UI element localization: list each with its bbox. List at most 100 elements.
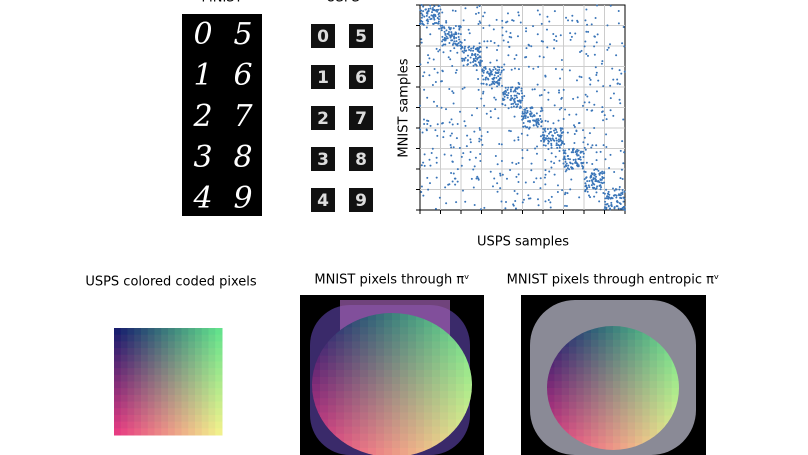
coupling-dot	[536, 83, 539, 86]
pixel	[215, 428, 223, 436]
pixel	[591, 422, 599, 430]
pixel	[432, 426, 441, 435]
coupling-dot	[459, 110, 462, 113]
coupling-dot	[454, 183, 457, 186]
coupling-dot	[547, 137, 550, 140]
coupling-dot	[478, 55, 481, 58]
coupling-dot	[586, 23, 589, 26]
pixel	[344, 355, 353, 364]
pixel	[195, 388, 203, 396]
coupling-dot	[438, 12, 441, 15]
coupling-dot	[555, 142, 558, 145]
pixel	[448, 412, 457, 420]
coupling-dot	[511, 161, 514, 164]
pixel	[134, 408, 142, 416]
coupling-dot	[618, 188, 621, 191]
pixel	[620, 381, 629, 389]
coupling-dot	[446, 37, 449, 40]
coupling-dot	[482, 78, 485, 81]
coupling-dot	[481, 70, 484, 73]
coupling-dot	[517, 136, 520, 139]
coupling-dot	[623, 208, 626, 211]
coupling-dot	[563, 155, 566, 158]
pixel	[583, 429, 592, 437]
pixel	[416, 320, 425, 328]
coupling-dot	[431, 11, 434, 14]
coupling-dot	[444, 33, 447, 36]
pixel	[161, 354, 169, 362]
coupling-dot	[507, 41, 510, 44]
coupling-dot	[463, 39, 466, 42]
coupling-dot	[419, 104, 422, 107]
pixel	[208, 408, 216, 416]
pixel	[591, 436, 599, 444]
coupling-dot	[509, 98, 512, 101]
coupling-dot	[518, 83, 521, 86]
coupling-dot	[442, 26, 445, 29]
pixel	[384, 334, 393, 342]
coupling-dot	[422, 10, 425, 13]
coupling-dot	[561, 141, 564, 144]
coupling-dot	[623, 151, 626, 154]
pixel	[328, 376, 337, 385]
pixel	[141, 381, 149, 389]
coupling-dot	[474, 48, 477, 51]
coupling-dot	[558, 108, 561, 111]
pixel	[620, 443, 629, 450]
coupling-dot	[539, 135, 542, 138]
coupling-dot	[622, 162, 625, 165]
pixel	[181, 421, 189, 429]
pixel	[161, 341, 169, 349]
pixel	[141, 361, 149, 369]
coupling-dot	[563, 193, 566, 196]
coupling-dot	[530, 169, 533, 172]
coupling-dot	[623, 197, 626, 200]
coupling-dot	[468, 158, 471, 161]
pixel	[635, 339, 643, 348]
coupling-dot	[479, 208, 482, 211]
pixel	[328, 412, 337, 420]
pixel	[408, 419, 417, 428]
pixel	[448, 362, 457, 371]
coupling-dot	[482, 71, 485, 74]
coupling-dot	[550, 130, 553, 133]
coupling-dot	[554, 68, 557, 71]
coupling-dot	[440, 29, 443, 32]
pixel	[336, 334, 345, 342]
coupling-dot	[463, 120, 466, 123]
coupling-dot	[576, 96, 579, 99]
pixel	[181, 368, 189, 376]
coupling-dot	[452, 102, 455, 105]
pixel	[174, 394, 182, 403]
coupling-dot	[434, 9, 437, 12]
coupling-dot	[566, 131, 569, 134]
coupling-dot	[458, 146, 461, 149]
coupling-dot	[580, 76, 583, 79]
coupling-dot	[493, 96, 496, 99]
pixel	[583, 388, 592, 396]
pixel	[635, 367, 643, 375]
coupling-dot	[426, 18, 429, 21]
pixel	[215, 341, 223, 349]
coupling-dot	[592, 187, 595, 190]
pixel	[195, 428, 203, 436]
pixel	[384, 447, 393, 455]
coupling-dot	[465, 145, 468, 148]
pixel	[384, 412, 393, 420]
pixel	[649, 394, 658, 403]
pixel	[352, 405, 361, 413]
coupling-dot	[429, 7, 432, 10]
pixel	[620, 360, 629, 368]
coupling-dot	[565, 168, 568, 171]
coupling-dot	[623, 205, 626, 208]
coupling-dot	[443, 153, 446, 156]
coupling-dot	[516, 96, 519, 99]
pixel	[591, 360, 599, 368]
coupling-dot	[621, 189, 624, 192]
coupling-dot	[558, 146, 561, 149]
coupling-dot	[567, 19, 570, 22]
coupling-dot	[444, 43, 447, 46]
pixel	[161, 401, 169, 409]
coupling-dot	[484, 67, 487, 70]
